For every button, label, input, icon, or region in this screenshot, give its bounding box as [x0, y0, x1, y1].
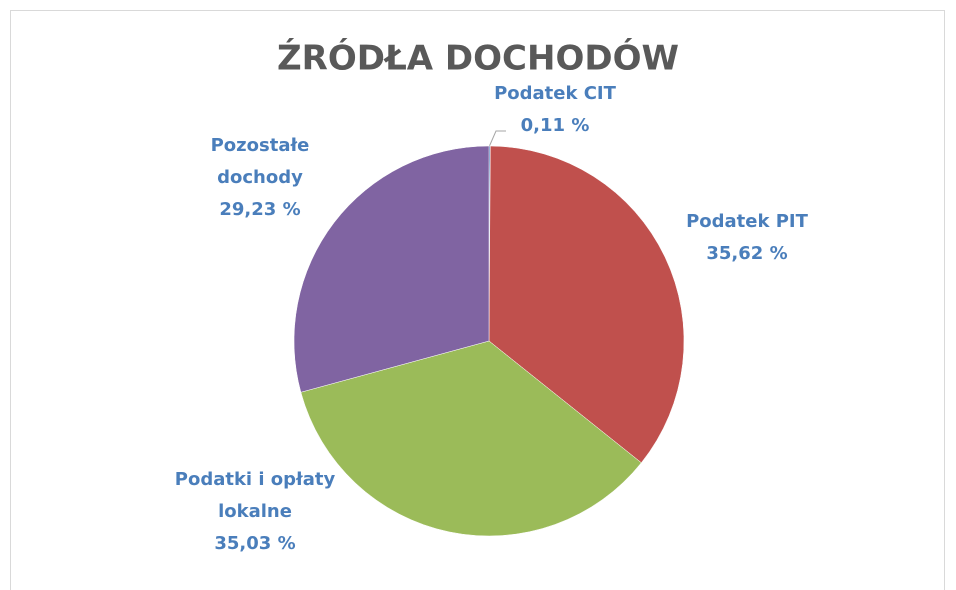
data-label: Podatek PIT 35,62 % — [647, 206, 847, 270]
pie-slice — [488, 145, 685, 464]
label-name: Pozostałe dochody — [210, 135, 310, 188]
label-value: 35,03 % — [214, 533, 296, 554]
pie-slice — [293, 145, 490, 393]
leader-line — [488, 130, 506, 148]
label-name: Podatek CIT — [494, 83, 616, 104]
data-label: Podatek CIT 0,11 % — [455, 78, 655, 142]
chart-border — [10, 10, 945, 590]
data-label: Pozostałe dochody 29,23 % — [195, 130, 325, 226]
chart-title: ŹRÓDŁA DOCHODÓW — [277, 38, 679, 79]
data-label: Podatki i opłaty lokalne 35,03 % — [148, 464, 363, 560]
label-value: 35,62 % — [706, 243, 788, 264]
label-name: Podatki i opłaty lokalne — [174, 469, 336, 522]
label-value: 0,11 % — [520, 115, 590, 136]
pie-slice — [300, 340, 642, 537]
label-name: Podatek PIT — [686, 211, 808, 232]
label-value: 29,23 % — [219, 199, 301, 220]
